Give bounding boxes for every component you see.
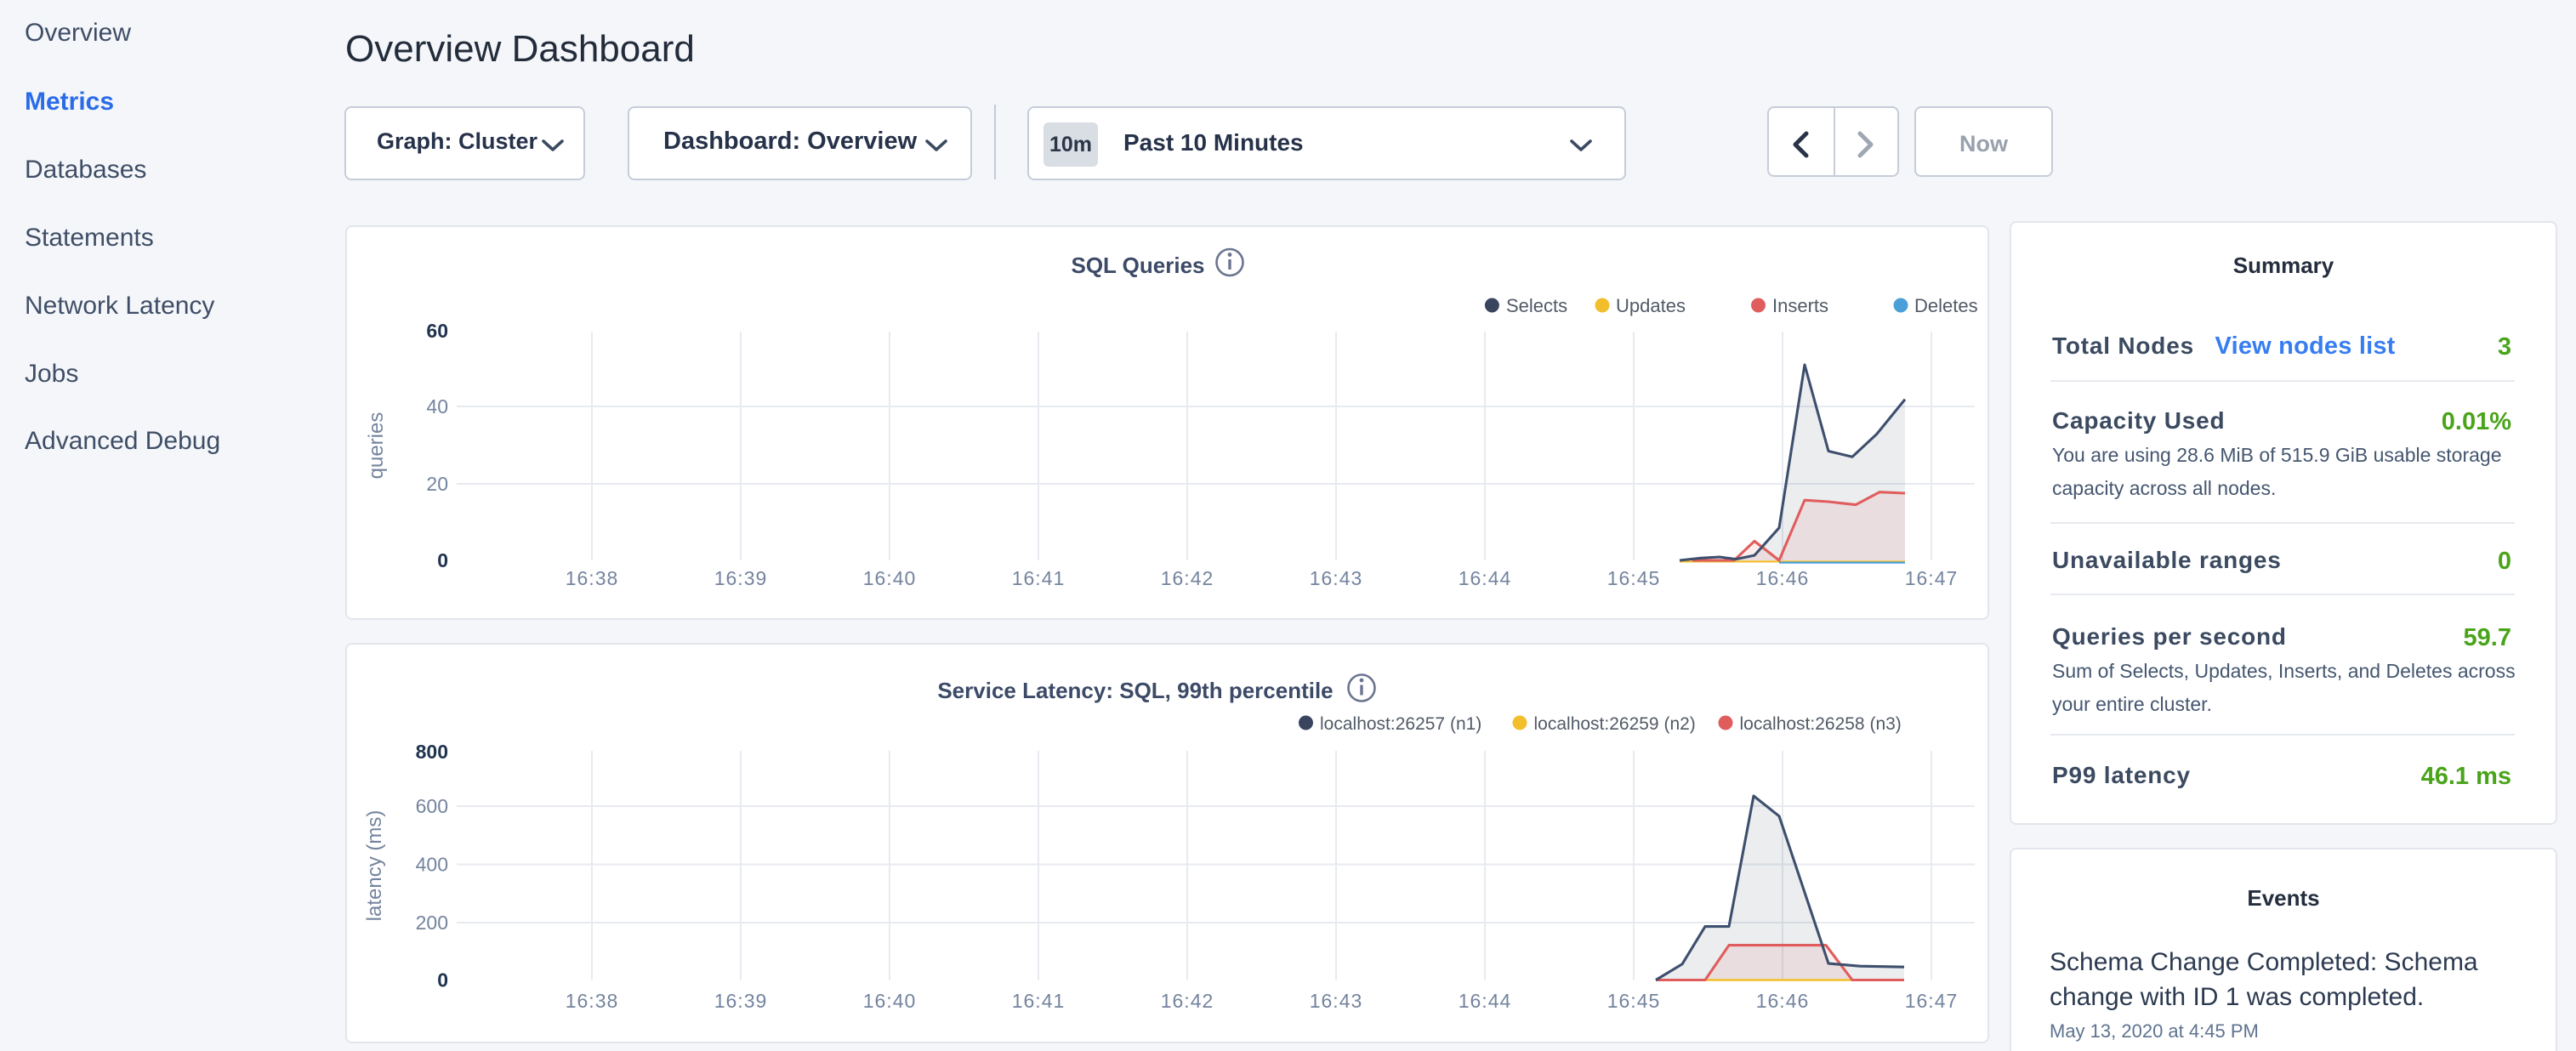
svg-text:40: 40 <box>426 395 448 418</box>
svg-text:16:47: 16:47 <box>1905 567 1959 589</box>
svg-text:SQL Queries: SQL Queries <box>1071 253 1204 278</box>
svg-text:16:42: 16:42 <box>1161 990 1214 1012</box>
svg-text:queries: queries <box>365 412 388 480</box>
svg-text:16:44: 16:44 <box>1459 567 1512 589</box>
svg-text:16:41: 16:41 <box>1012 567 1066 589</box>
svg-text:16:47: 16:47 <box>1905 990 1959 1012</box>
svg-text:localhost:26258 (n3): localhost:26258 (n3) <box>1740 714 1902 734</box>
svg-text:20: 20 <box>426 473 448 495</box>
svg-text:16:43: 16:43 <box>1310 567 1363 589</box>
svg-text:16:40: 16:40 <box>863 990 917 1012</box>
svg-text:16:39: 16:39 <box>714 990 768 1012</box>
svg-text:0: 0 <box>437 969 448 991</box>
svg-text:200: 200 <box>416 912 448 934</box>
svg-text:localhost:26257 (n1): localhost:26257 (n1) <box>1320 714 1481 734</box>
svg-text:16:38: 16:38 <box>566 567 619 589</box>
svg-text:16:46: 16:46 <box>1756 567 1810 589</box>
svg-text:16:44: 16:44 <box>1459 990 1512 1012</box>
svg-text:600: 600 <box>416 795 448 817</box>
svg-text:800: 800 <box>416 741 448 763</box>
svg-text:16:45: 16:45 <box>1607 567 1661 589</box>
svg-text:60: 60 <box>426 320 448 342</box>
svg-text:localhost:26259 (n2): localhost:26259 (n2) <box>1534 714 1696 734</box>
svg-text:16:43: 16:43 <box>1310 990 1363 1012</box>
svg-text:latency (ms): latency (ms) <box>363 810 386 922</box>
svg-text:16:42: 16:42 <box>1161 567 1214 589</box>
svg-text:400: 400 <box>416 854 448 876</box>
svg-text:Inserts: Inserts <box>1772 295 1828 316</box>
svg-text:Deletes: Deletes <box>1914 295 1978 316</box>
svg-text:16:38: 16:38 <box>566 990 619 1012</box>
svg-text:0: 0 <box>437 549 448 571</box>
svg-text:16:46: 16:46 <box>1756 990 1810 1012</box>
svg-text:16:40: 16:40 <box>863 567 917 589</box>
svg-text:Selects: Selects <box>1506 295 1567 316</box>
svg-text:16:45: 16:45 <box>1607 990 1661 1012</box>
svg-text:Updates: Updates <box>1616 295 1686 316</box>
svg-text:16:41: 16:41 <box>1012 990 1066 1012</box>
svg-text:16:39: 16:39 <box>714 567 768 589</box>
svg-text:Service Latency: SQL, 99th per: Service Latency: SQL, 99th percentile <box>937 678 1333 703</box>
